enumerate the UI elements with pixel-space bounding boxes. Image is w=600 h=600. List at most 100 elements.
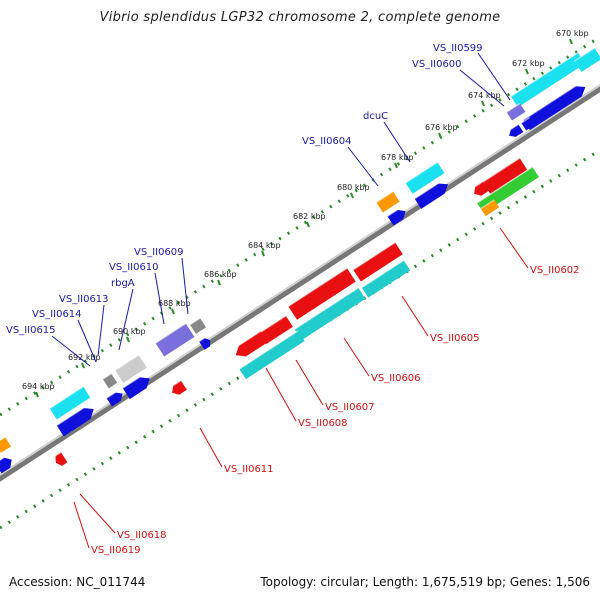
reverse-gene-red-1 [482, 157, 528, 194]
forward-gene-cyan-2 [573, 47, 600, 72]
gene-label: VS_II0618 [117, 530, 167, 541]
forward-gene-blue-4-highlight [198, 335, 208, 343]
scale-tick [126, 336, 130, 343]
scale-label: 688 kbp [158, 299, 191, 308]
forward-gene-cyan-2-highlight [573, 47, 595, 62]
gene-label: VS_II0609 [134, 247, 184, 258]
forward-gene-blue-2 [414, 178, 449, 209]
forward-gene-blue-2-highlight [414, 178, 446, 200]
reverse-gene-teal-3-highlight [238, 330, 299, 370]
forward-gene-blue-2-shape [414, 183, 449, 209]
forward-gene-blue-7 [56, 403, 94, 437]
reverse-gene-red-5 [231, 330, 268, 357]
forward-gene-blue-1-shape [523, 86, 586, 131]
forward-gene-lightgray-1-highlight [114, 354, 140, 371]
scale-label: 682 kbp [293, 212, 326, 221]
gene-leader-line [477, 52, 511, 101]
scale-tick [306, 221, 310, 228]
scale-label: 674 kbp [468, 91, 501, 100]
forward-gene-blue-small-2 [520, 116, 535, 131]
genome-summary-text: Topology: circular; Length: 1,675,519 bp… [260, 575, 590, 589]
forward-gene-cyan-3-shape [405, 162, 445, 194]
scale-label: 690 kbp [113, 327, 146, 336]
gene-label: VS_II0602 [530, 265, 580, 276]
forward-gene-blue-7-shape [56, 408, 94, 437]
forward-gene-cyan-4-highlight [49, 386, 84, 410]
forward-gene-cyan-4 [49, 386, 91, 420]
forward-gene-orange-1-shape [376, 191, 400, 213]
forward-gene-orange-2 [0, 436, 12, 453]
forward-gene-gray-2-highlight [102, 373, 112, 380]
reverse-gene-teal-2 [294, 287, 366, 341]
forward-tick-track [0, 35, 600, 417]
gene-leader-line [499, 227, 529, 269]
forward-gene-blue-8 [0, 453, 12, 474]
reverse-gene-red-small-3-shape [55, 452, 68, 466]
reverse-gene-red-3-highlight [287, 267, 348, 307]
reverse-gene-red-4 [258, 315, 293, 345]
gene-label: VS_II0613 [59, 294, 109, 305]
reverse-gene-red-4-shape [259, 315, 293, 345]
forward-gene-blue-small-1-shape [509, 124, 524, 137]
scale-tick [81, 362, 85, 369]
forward-gene-violet-2 [155, 322, 195, 357]
scale-label: 680 kbp [337, 183, 370, 192]
reverse-gene-red-small-1 [470, 180, 489, 196]
scale-tick [35, 391, 39, 398]
reverse-gene-red-small-3-highlight [52, 451, 62, 459]
forward-gene-blue-5-highlight [122, 372, 147, 389]
reverse-gene-red-2-shape [353, 242, 403, 282]
forward-gene-orange-1 [375, 190, 400, 213]
scale-label: 694 kbp [22, 382, 55, 391]
scale-tick [217, 279, 221, 286]
forward-gene-blue-3-highlight [387, 205, 403, 217]
forward-gene-blue-8-shape [0, 457, 12, 474]
reverse-gene-red-3 [287, 267, 356, 320]
forward-gene-lightgray-1-shape [115, 355, 147, 383]
gene-leader-line [118, 288, 134, 351]
title: Vibrio splendidus LGP32 chromosome 2, co… [99, 10, 501, 25]
reverse-gene-orange-1-highlight [480, 199, 495, 210]
forward-gene-gray-1-shape [189, 318, 207, 334]
reverse-gene-red-small-1-highlight [470, 180, 484, 190]
gene-leader-line [383, 121, 411, 163]
reverse-gene-red-small-2-highlight [168, 379, 182, 389]
forward-gene-blue-1 [522, 81, 586, 131]
gene-leader-line [343, 337, 370, 377]
scale-label: 686 kbp [204, 270, 237, 279]
scale-label: 672 kbp [512, 59, 545, 68]
reverse-gene-red-small-2 [168, 379, 187, 395]
scale-label: 670 kbp [556, 29, 589, 38]
gene-leader-line [401, 295, 429, 337]
gene-leader-line [265, 367, 297, 422]
forward-gene-gray-1 [189, 317, 207, 334]
gene-label: VS_II0599 [433, 43, 483, 54]
gene-label: rbgA [111, 278, 135, 289]
forward-gene-violet-1-highlight [506, 102, 521, 113]
forward-gene-blue-4 [198, 335, 211, 350]
forward-gene-violet-1 [506, 102, 526, 121]
forward-gene-blue-small-1 [506, 123, 524, 137]
scale-label: 684 kbp [248, 241, 281, 250]
reverse-gene-teal-1 [361, 259, 411, 298]
reverse-gene-red-3-shape [288, 268, 356, 320]
forward-gene-blue-1-highlight [522, 81, 583, 121]
gene-leader-line [97, 304, 105, 357]
reverse-gene-teal-1-shape [361, 260, 411, 298]
forward-gene-cyan-1-shape [510, 52, 586, 108]
gene-leader-line [51, 335, 91, 367]
gene-label: VS_II0604 [302, 136, 352, 147]
forward-gene-blue-6-highlight [106, 388, 121, 399]
forward-gene-violet-1-shape [506, 103, 526, 121]
scale-label: 692 kbp [68, 353, 101, 362]
forward-gene-blue-7-highlight [56, 403, 91, 427]
forward-gene-blue-4-shape [199, 337, 211, 350]
forward-gene-blue-5-shape [122, 377, 150, 400]
scale-tick [525, 68, 529, 75]
gene-leader-line [459, 69, 505, 107]
chromosome-backbone [0, 86, 600, 482]
accession-text: Accession: NC_011744 [9, 575, 146, 589]
scale-tick [569, 38, 573, 45]
reverse-gene-teal-2-shape [294, 287, 366, 341]
